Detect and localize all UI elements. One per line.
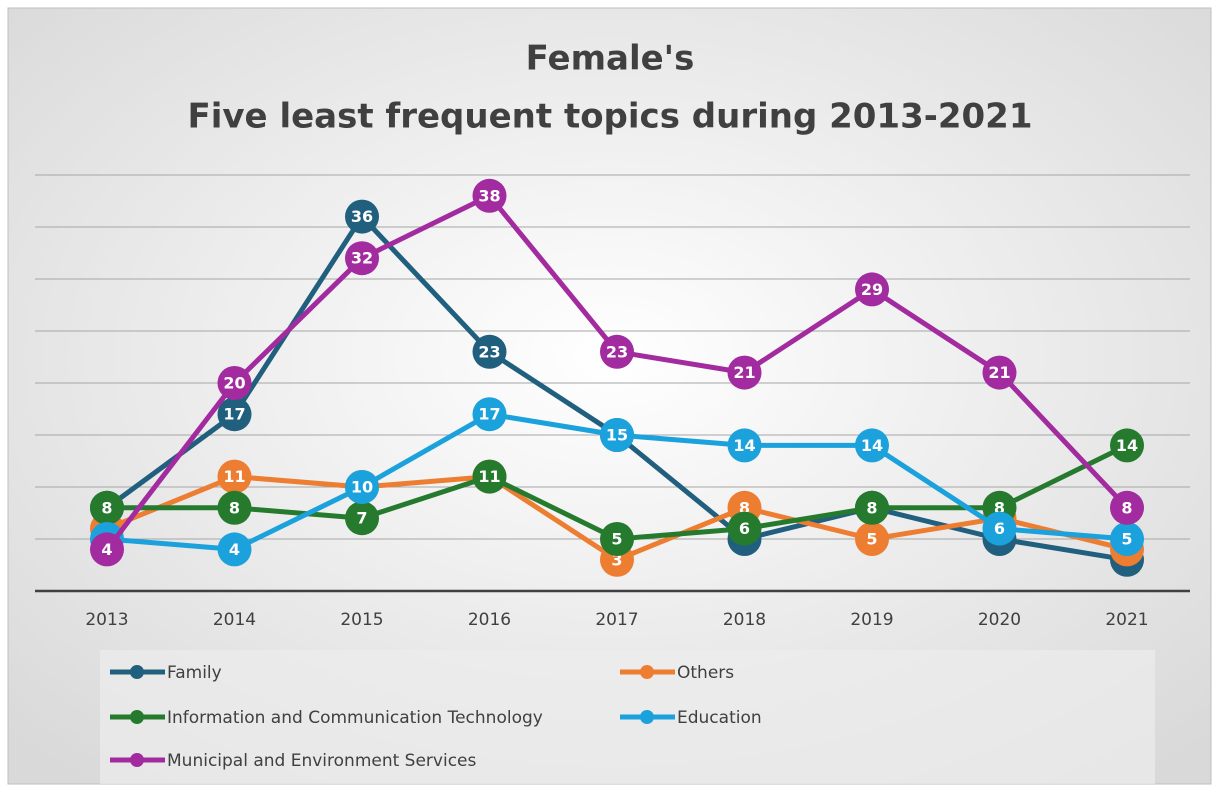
data-point bbox=[90, 532, 124, 567]
data-point bbox=[217, 459, 252, 494]
data-point bbox=[217, 366, 252, 400]
data-label: 6 bbox=[739, 519, 750, 538]
data-point bbox=[855, 428, 889, 463]
data-label: 3 bbox=[611, 550, 622, 569]
data-point bbox=[345, 501, 379, 536]
legend-marker bbox=[640, 665, 654, 679]
chart-title: Five least frequent topics during 2013-2… bbox=[188, 97, 1033, 137]
data-point bbox=[727, 428, 762, 463]
data-label: 8 bbox=[739, 498, 750, 517]
legend-label: Education bbox=[677, 708, 762, 728]
data-point bbox=[727, 511, 762, 546]
data-label: 14 bbox=[1116, 436, 1138, 455]
data-point bbox=[1110, 428, 1144, 463]
data-label: 17 bbox=[478, 405, 500, 424]
data-label: 17 bbox=[223, 405, 245, 424]
data-label: 36 bbox=[351, 207, 373, 226]
data-label: 11 bbox=[223, 467, 245, 486]
data-label: 10 bbox=[351, 478, 373, 497]
data-label: 15 bbox=[606, 426, 628, 445]
data-label: 23 bbox=[478, 342, 500, 361]
data-label: 6 bbox=[994, 519, 1005, 538]
data-point bbox=[727, 355, 762, 390]
data-label: 14 bbox=[733, 436, 755, 455]
data-point bbox=[855, 490, 889, 525]
data-point bbox=[472, 459, 507, 494]
legend-label: Others bbox=[677, 663, 734, 683]
data-point bbox=[472, 334, 507, 369]
data-label: 7 bbox=[356, 509, 367, 528]
legend-marker bbox=[130, 665, 144, 679]
data-point bbox=[472, 178, 507, 213]
data-point bbox=[855, 272, 889, 307]
data-point bbox=[217, 397, 252, 432]
data-label: 8 bbox=[229, 498, 240, 517]
data-label: 21 bbox=[988, 363, 1010, 382]
data-label: 8 bbox=[101, 498, 112, 517]
data-label: 32 bbox=[351, 249, 373, 268]
data-point bbox=[217, 490, 252, 525]
data-point bbox=[1110, 490, 1144, 525]
data-label: 5 bbox=[866, 530, 877, 549]
data-label: 5 bbox=[611, 530, 622, 549]
x-tick-label: 2018 bbox=[723, 610, 766, 630]
data-point bbox=[982, 355, 1017, 390]
data-point bbox=[600, 418, 634, 452]
x-tick-label: 2020 bbox=[978, 610, 1021, 630]
data-point bbox=[345, 470, 379, 504]
chart-title: Female's bbox=[526, 39, 695, 79]
legend-label: Family bbox=[167, 663, 222, 683]
data-label: 20 bbox=[223, 374, 245, 393]
data-label: 14 bbox=[861, 436, 883, 455]
data-point bbox=[600, 522, 634, 556]
data-point bbox=[345, 241, 379, 276]
data-label: 21 bbox=[733, 363, 755, 382]
legend-marker bbox=[130, 710, 144, 724]
data-label: 23 bbox=[606, 342, 628, 361]
data-label: 29 bbox=[861, 280, 883, 299]
data-point bbox=[90, 490, 124, 525]
x-tick-label: 2017 bbox=[595, 610, 638, 630]
x-tick-label: 2016 bbox=[468, 610, 511, 630]
data-label: 4 bbox=[229, 540, 240, 559]
data-label: 8 bbox=[1121, 498, 1132, 517]
data-point bbox=[982, 511, 1017, 546]
x-tick-label: 2015 bbox=[340, 610, 383, 630]
data-point bbox=[217, 532, 252, 567]
data-point bbox=[600, 334, 634, 369]
x-tick-label: 2013 bbox=[85, 610, 128, 630]
data-label: 4 bbox=[101, 540, 112, 559]
data-label: 38 bbox=[478, 186, 500, 205]
x-tick-label: 2021 bbox=[1105, 610, 1148, 630]
legend-marker bbox=[640, 710, 654, 724]
data-point bbox=[1110, 522, 1144, 556]
data-label: 11 bbox=[478, 467, 500, 486]
data-label: 5 bbox=[1121, 530, 1132, 549]
legend-label: Municipal and Environment Services bbox=[167, 751, 477, 771]
data-point bbox=[855, 522, 889, 556]
data-label: 8 bbox=[866, 498, 877, 517]
legend-label: Information and Communication Technology bbox=[167, 708, 543, 728]
x-tick-label: 2014 bbox=[213, 610, 256, 630]
x-tick-label: 2019 bbox=[850, 610, 893, 630]
legend-marker bbox=[130, 753, 144, 767]
data-label: 8 bbox=[994, 498, 1005, 517]
data-point bbox=[472, 397, 507, 432]
data-point bbox=[345, 199, 379, 234]
